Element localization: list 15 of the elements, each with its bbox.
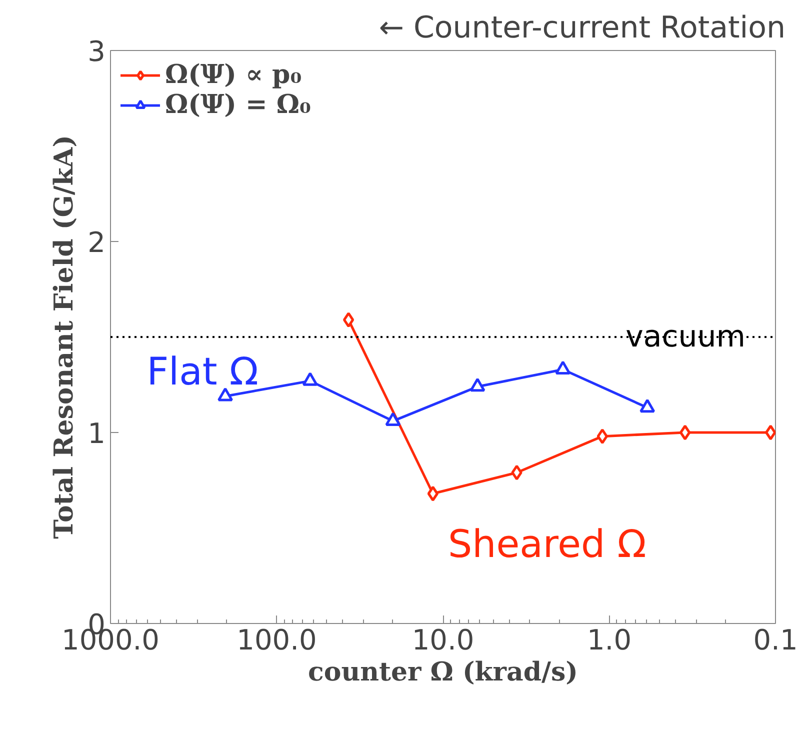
y-axis-title: Total Resonant Field (G/kA) <box>50 135 80 539</box>
ref-line-label: vacuum <box>626 320 746 354</box>
y-tick-label: 2 <box>88 226 106 259</box>
x-tick-label: 0.1 <box>753 624 798 656</box>
y-tick-label: 1 <box>88 417 106 450</box>
x-tick-label: 10.0 <box>412 624 474 656</box>
chart-title: ← Counter-current Rotation <box>378 10 786 46</box>
x-tick-label: 1.0 <box>586 624 632 656</box>
x-axis-title: counter Ω (krad/s) <box>308 658 578 688</box>
legend-label: Ω(Ψ) ∝ p₀ <box>165 60 302 90</box>
annotation: Flat Ω <box>146 350 258 394</box>
annotation: Sheared Ω <box>448 522 646 566</box>
x-tick-label: 100.0 <box>236 624 317 656</box>
y-tick-label: 3 <box>88 35 106 68</box>
legend-label: Ω(Ψ) = Ω₀ <box>165 90 311 120</box>
